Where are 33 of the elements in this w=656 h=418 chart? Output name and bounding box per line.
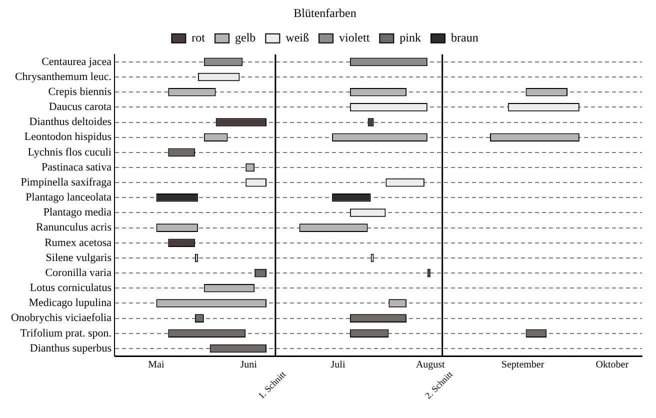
y-tick-label: Lychnis flos cuculi [28, 146, 112, 158]
y-tick-label: Onobrychis viciaefolia [10, 312, 112, 324]
legend-label: gelb [235, 30, 256, 45]
legend-label: rot [192, 30, 206, 45]
y-tick-label: Rumex acetosa [44, 236, 112, 249]
legend-label: braun [450, 30, 478, 45]
legend-label: violett [339, 30, 370, 45]
y-tick-label: Leontodon hispidus [24, 131, 112, 144]
y-tick-label: Coronilla varia [45, 266, 112, 279]
y-tick-label: Pimpinella saxifraga [20, 176, 112, 188]
y-tick-label: Dianthus superbus [30, 342, 112, 354]
x-tick-label: September [501, 360, 545, 371]
y-tick-label: Plantago lanceolata [26, 192, 112, 204]
legend-label: weiß [286, 30, 309, 45]
y-tick-label: Chrysanthemum leuc. [14, 70, 112, 83]
y-tick-label: Daucus carota [48, 101, 112, 114]
y-tick-label: Medicago lupulina [28, 297, 112, 310]
y-tick-label: Dianthus deltoides [29, 116, 112, 128]
y-tick-label: Lotus corniculatus [30, 282, 112, 294]
x-tick-label: Juni [240, 360, 258, 371]
x-tick-label: August [416, 360, 446, 371]
y-tick-label: Plantago media [43, 206, 112, 219]
y-tick-label: Ranunculus acris [36, 222, 112, 234]
y-tick-label: Crepis biennis [48, 86, 112, 98]
x-tick-label: Mai [148, 360, 164, 371]
y-tick-label: Centaurea jacea [42, 56, 112, 68]
legend-title: Blütenfarben [294, 6, 356, 20]
x-tick-label: Oktober [596, 360, 630, 371]
y-tick-label: Pastinaca sativa [42, 161, 112, 174]
y-tick-label: Trifolium prat. spon. [20, 327, 112, 340]
y-tick-label: Silene vulgaris [46, 252, 112, 264]
legend-label: pink [400, 30, 422, 45]
x-tick-label: Juli [330, 360, 346, 371]
